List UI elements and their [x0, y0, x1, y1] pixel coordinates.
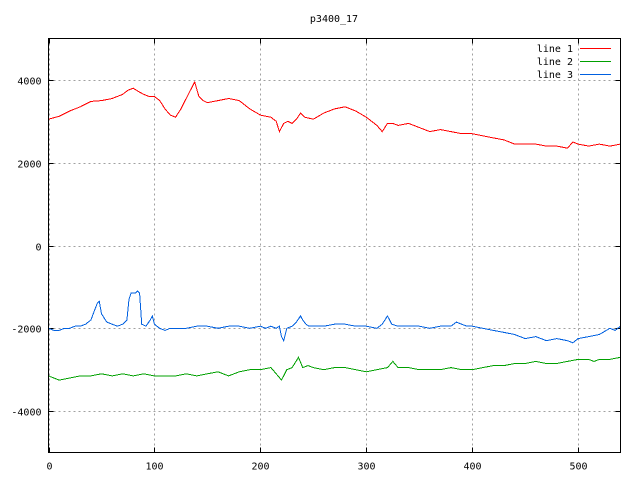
series-line-1 [48, 80, 621, 149]
x-tick-label: 300 [357, 462, 375, 473]
y-tick-label: 2000 [17, 160, 41, 171]
plot-frame [48, 38, 621, 453]
series-line-3 [48, 290, 621, 344]
y-tick-label: -2000 [11, 325, 41, 336]
x-tick-label: 500 [569, 462, 587, 473]
axis-ticks [48, 38, 621, 453]
x-tick-label: 0 [46, 462, 52, 473]
y-tick-label: 4000 [17, 77, 41, 88]
series-line-2 [48, 356, 621, 381]
x-tick-label: 200 [251, 462, 269, 473]
chart-title: p3400_17 [310, 14, 358, 25]
x-tick-label: 100 [145, 462, 163, 473]
grid [48, 38, 621, 453]
x-tick-label: 400 [463, 462, 481, 473]
y-tick-label: 0 [35, 243, 41, 254]
y-tick-label: -4000 [11, 408, 41, 419]
legend-label: line 3 [537, 70, 573, 81]
tick-labels: 0 100 200 300 400 500 -4000 -2000 0 2000 4000 [11, 77, 587, 473]
legend-label: line 2 [537, 57, 573, 68]
legend: line 1 line 2 line 3 [537, 44, 611, 81]
legend-label: line 1 [537, 44, 573, 55]
series-layer [48, 80, 621, 381]
